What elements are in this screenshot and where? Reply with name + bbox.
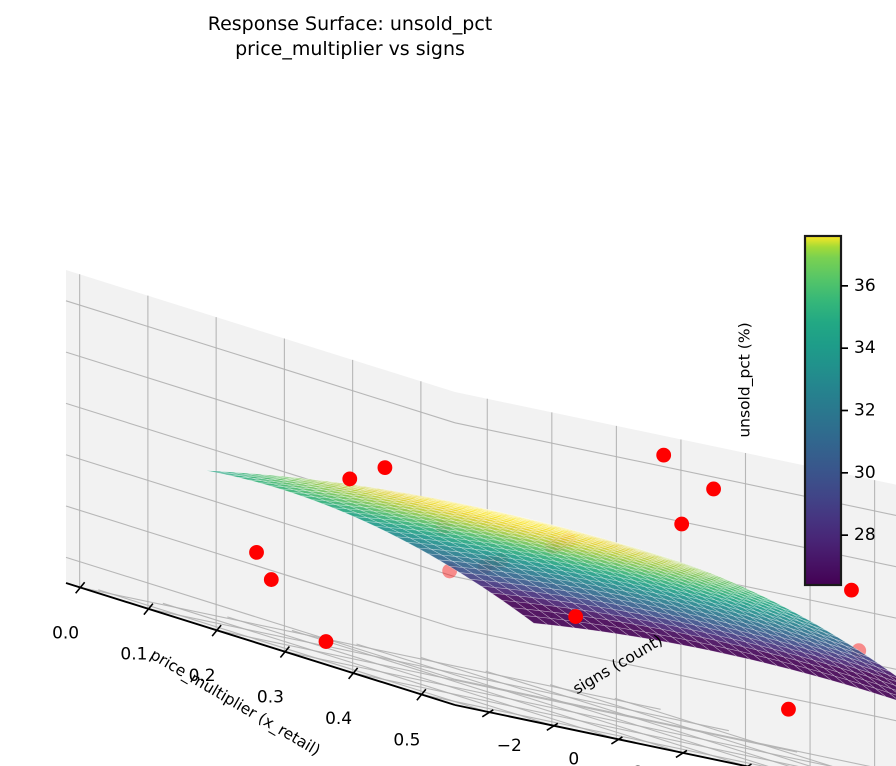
scatter-point: [781, 701, 796, 717]
scatter-point: [249, 545, 264, 560]
scatter-point: [318, 634, 334, 649]
colorbar-gradient: [803, 234, 843, 587]
colorbar: 28 30 32 34 36: [803, 234, 876, 587]
axis-tick-labels: 0.00.10.20.30.40.5−202468101214102030405…: [52, 623, 644, 766]
tick-label: 2: [633, 763, 644, 766]
tick-label: 0: [568, 749, 579, 766]
tick-label: 0.3: [257, 688, 284, 708]
colorbar-tick-label: 28: [854, 525, 876, 545]
tick-label: 0.1: [120, 645, 147, 665]
colorbar-tick-label: 34: [854, 338, 876, 358]
scatter-point: [674, 516, 690, 532]
colorbar-tick-label: 30: [854, 463, 876, 483]
surface-mesh: [206, 470, 896, 701]
colorbar-tick-label: 32: [854, 401, 876, 421]
scatter-points: [249, 447, 859, 717]
chart-title: Response Surface: unsold_pct price_multi…: [0, 12, 700, 62]
scatter-point: [568, 609, 584, 624]
chart-title-text: Response Surface: unsold_pct price_multi…: [207, 13, 493, 61]
scatter-point: [706, 481, 721, 497]
scatter-point: [342, 471, 358, 487]
tick-label: 0.5: [393, 730, 420, 750]
scatter-point: [656, 447, 672, 463]
tick-label: 0.0: [52, 623, 79, 643]
tick-label: 0.2: [189, 666, 216, 686]
tick-label: 0.4: [325, 709, 352, 729]
axis-ticks: [75, 581, 752, 766]
scatter-point: [844, 582, 859, 598]
scatter-point: [377, 460, 393, 476]
x-axis-title: price_multiplier (x_retail): [147, 646, 324, 761]
axis-spines: [65, 582, 751, 766]
z-axis-title: unsold_pct (%): [736, 322, 755, 437]
scatter-point: [263, 572, 279, 587]
colorbar-tick-label: 36: [854, 276, 876, 296]
tick-label: −2: [497, 736, 522, 756]
